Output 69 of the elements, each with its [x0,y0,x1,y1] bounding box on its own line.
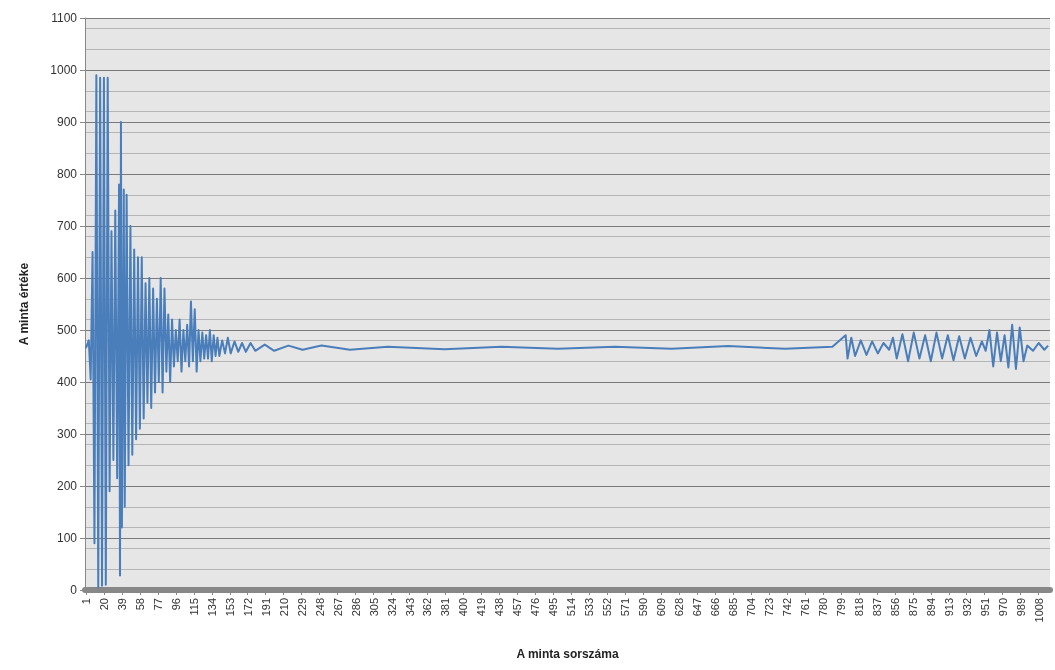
x-tick-label: 780 [816,598,829,617]
x-tick-label: 1008 [1032,598,1045,623]
y-tick-label: 700 [56,219,78,233]
x-tick-label: 970 [996,598,1009,617]
x-tick-label: 628 [673,598,686,617]
x-tick-label: 229 [295,598,308,617]
x-tick-label: 989 [1014,598,1027,617]
x-tick-label: 818 [852,598,865,617]
x-tick-label: 590 [637,598,650,617]
x-tick-label: 875 [906,598,919,617]
x-tick-label: 267 [331,598,344,617]
x-tick-label: 742 [780,598,793,617]
y-tick-label: 1000 [50,63,78,77]
x-tick-label: 685 [727,598,740,617]
x-tick-label: 609 [655,598,668,617]
y-tick-label: 500 [56,323,78,337]
y-tick-label: 800 [56,167,78,181]
y-tick-label: 400 [56,375,78,389]
x-tick-label: 419 [475,598,488,617]
x-tick-label: 381 [439,598,452,617]
x-tick-label: 210 [277,598,290,617]
x-tick-label: 362 [421,598,434,617]
x-tick-label: 400 [457,598,470,617]
x-tick-label: 343 [403,598,416,617]
x-tick-label: 248 [313,598,326,617]
x-tick-label: 571 [619,598,632,617]
x-tick-label: 286 [349,598,362,617]
x-tick-label: 153 [223,598,236,617]
x-tick-label: 514 [565,598,578,617]
y-tick-label: 0 [70,583,78,597]
x-tick-label: 894 [924,598,937,617]
x-tick-label: 438 [493,598,506,617]
y-tick-label: 200 [56,479,78,493]
x-axis-title: A minta sorszáma [516,647,619,661]
x-tick-label: 20 [97,598,110,611]
y-tick-label: 1100 [51,11,78,25]
x-tick-label: 647 [691,598,704,617]
x-tick-label: 324 [385,598,398,617]
x-tick-label: 115 [187,598,200,616]
x-tick-label: 913 [942,598,955,617]
x-tick-label: 761 [798,598,811,617]
x-tick-label: 58 [133,598,146,611]
line-series [84,74,1050,589]
y-tick-label: 300 [56,427,78,441]
x-tick-label: 191 [259,598,272,617]
x-tick-label: 704 [745,598,758,617]
x-tick-label: 666 [709,598,722,617]
x-tick-label: 134 [205,598,218,617]
x-tick-label: 457 [511,598,524,617]
y-tick-label: 600 [56,271,78,285]
x-tick-label: 799 [834,598,847,617]
y-tick-label: 900 [56,115,78,129]
x-tick-label: 552 [601,598,614,617]
x-tick-label: 533 [583,598,596,617]
x-tick-label: 96 [169,598,182,611]
x-tick-label: 723 [763,598,776,617]
x-tick-label: 172 [241,598,254,617]
x-tick-label: 951 [978,598,991,617]
x-tick-label: 932 [960,598,973,617]
x-tick-label: 476 [529,598,542,617]
x-tick-label: 305 [367,598,380,617]
x-tick-label: 39 [115,598,128,611]
y-axis-title: A minta értéke [17,262,31,346]
x-tick-label: 837 [870,598,883,617]
x-tick-label: 1 [79,598,92,605]
x-tick-label: 856 [888,598,901,617]
y-tick-label: 100 [56,531,78,545]
x-tick-label: 77 [151,598,164,611]
x-tick-label: 495 [547,598,560,617]
